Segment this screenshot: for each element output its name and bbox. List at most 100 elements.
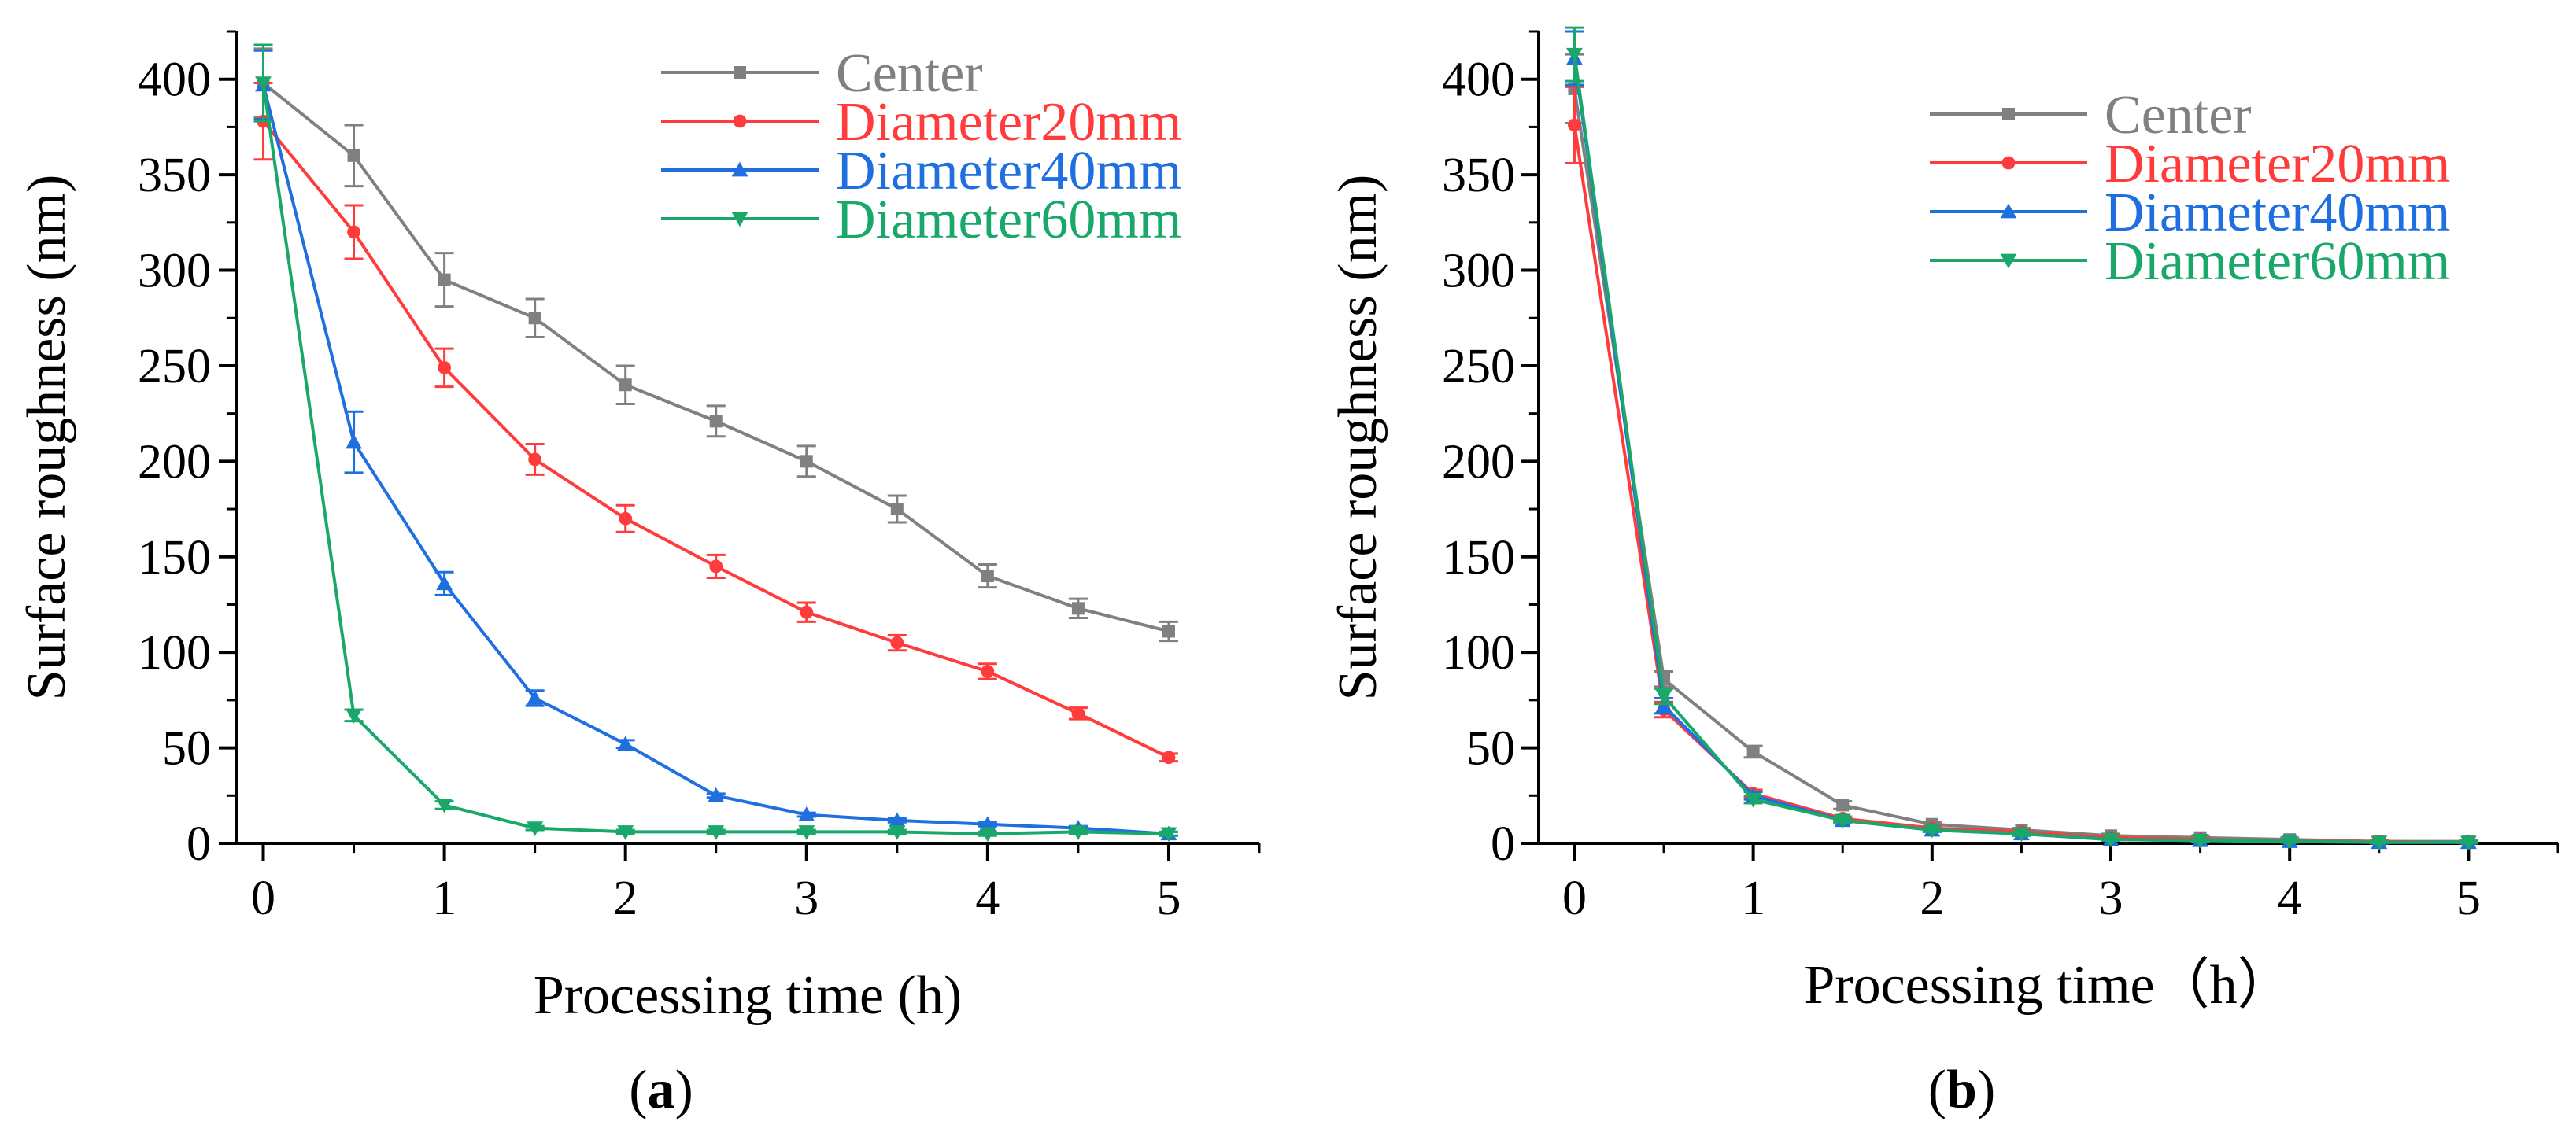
x-tick-label: 3	[794, 872, 819, 925]
legend-label: Diameter60mm	[2105, 231, 2450, 292]
x-tick-label: 1	[1741, 872, 1765, 925]
legend-label: Center	[2105, 85, 2252, 146]
data-point	[346, 708, 362, 724]
data-point	[347, 149, 360, 162]
y-tick-label: 300	[1442, 245, 1515, 298]
series-center	[253, 47, 1178, 643]
x-tick-label: 0	[251, 872, 275, 925]
panel-label: (a)	[629, 1060, 693, 1120]
y-axis-title: Surface roughness (nm)	[1328, 175, 1388, 701]
data-point	[981, 570, 994, 583]
legend-marker	[734, 66, 746, 79]
legend: CenterDiameter20mmDiameter40mmDiameter60…	[661, 43, 1181, 250]
data-point	[1836, 799, 1850, 812]
x-tick-label: 3	[2099, 872, 2123, 925]
data-point	[617, 736, 634, 751]
y-tick-label: 200	[138, 435, 211, 489]
data-point	[527, 690, 544, 705]
legend-marker	[731, 212, 748, 227]
y-tick-label: 100	[1442, 626, 1515, 680]
data-point	[890, 503, 904, 516]
data-point	[981, 665, 995, 678]
data-point	[708, 787, 725, 802]
data-point	[709, 415, 723, 428]
x-tick-label: 5	[2456, 872, 2481, 925]
chart-panel-a: 0 50 100 150 200 250 300 350 400 0 1 2 3 4 5 Processing…	[17, 30, 1261, 1120]
data-point	[1162, 625, 1175, 638]
data-point	[2013, 827, 2030, 843]
legend: CenterDiameter20mmDiameter40mmDiameter60…	[1930, 85, 2450, 292]
data-point	[436, 799, 453, 813]
legend-marker	[731, 161, 748, 177]
data-point	[1746, 745, 1760, 758]
data-point	[1745, 792, 1762, 808]
y-tick-label: 0	[187, 817, 211, 871]
x-tick-label: 5	[1156, 872, 1181, 925]
data-point	[2371, 835, 2388, 851]
data-point	[890, 636, 904, 650]
data-point	[619, 511, 633, 526]
legend-label: Diameter60mm	[836, 190, 1181, 250]
data-point	[528, 452, 542, 467]
y-tick-label: 400	[138, 53, 211, 107]
data-point	[979, 816, 996, 832]
x-tick-label: 2	[613, 872, 638, 925]
data-point	[1834, 813, 1851, 829]
data-point	[889, 812, 906, 828]
legend-label: Diameter40mm	[836, 141, 1181, 201]
y-tick-label: 50	[1466, 722, 1515, 776]
legend-marker	[733, 114, 747, 128]
series-diameter20mm	[253, 82, 1178, 765]
panel-label: (b)	[1928, 1060, 1996, 1120]
data-point	[438, 360, 452, 374]
data-point	[255, 76, 272, 91]
data-point	[438, 273, 451, 286]
data-point	[1924, 823, 1941, 839]
chart-panel-b: 0 50 100 150 200 250 300 350 400 0 1 2 3 4 5 Processing…	[1328, 26, 2559, 1120]
data-point	[1071, 706, 1085, 721]
data-point	[2281, 835, 2298, 850]
legend-label: Diameter20mm	[2105, 134, 2450, 194]
data-point	[800, 455, 813, 468]
legend-marker	[2000, 253, 2017, 269]
x-tick-label: 0	[1562, 872, 1587, 925]
data-point	[347, 225, 360, 239]
data-point	[1655, 689, 1672, 705]
data-point	[1071, 602, 1085, 615]
data-point	[979, 827, 996, 843]
data-point	[708, 825, 725, 840]
series-diameter60mm	[253, 43, 1178, 843]
data-point	[2102, 832, 2120, 848]
x-tick-label: 4	[2278, 872, 2302, 925]
y-tick-label: 350	[1442, 149, 1515, 202]
y-axis-title: Surface roughness (nm)	[17, 175, 77, 701]
data-point	[2460, 835, 2477, 851]
y-tick-label: 300	[138, 245, 211, 298]
y-tick-label: 150	[1442, 531, 1515, 585]
legend-marker	[2002, 108, 2015, 120]
data-point	[1568, 118, 1581, 132]
x-tick-label: 4	[975, 872, 1000, 925]
data-point	[798, 825, 815, 840]
y-tick-label: 150	[138, 531, 211, 585]
data-point	[1160, 827, 1177, 843]
data-point	[889, 825, 906, 840]
data-point	[800, 605, 814, 619]
y-tick-label: 250	[1442, 340, 1515, 393]
y-tick-label: 0	[1491, 817, 1515, 871]
data-point	[2192, 834, 2209, 849]
data-point	[1162, 751, 1176, 765]
y-tick-label: 50	[162, 722, 211, 776]
y-tick-label: 350	[138, 149, 211, 202]
legend-marker	[2000, 203, 2017, 219]
data-point	[619, 378, 632, 392]
x-tick-label: 2	[1920, 872, 1944, 925]
series-diameter60mm	[1565, 26, 2478, 851]
y-tick-label: 250	[138, 340, 211, 393]
data-point	[617, 825, 634, 840]
x-axis-title: Processing time (h)	[534, 965, 962, 1026]
data-point	[527, 821, 544, 836]
data-point	[709, 559, 723, 574]
data-point	[1566, 47, 1583, 63]
